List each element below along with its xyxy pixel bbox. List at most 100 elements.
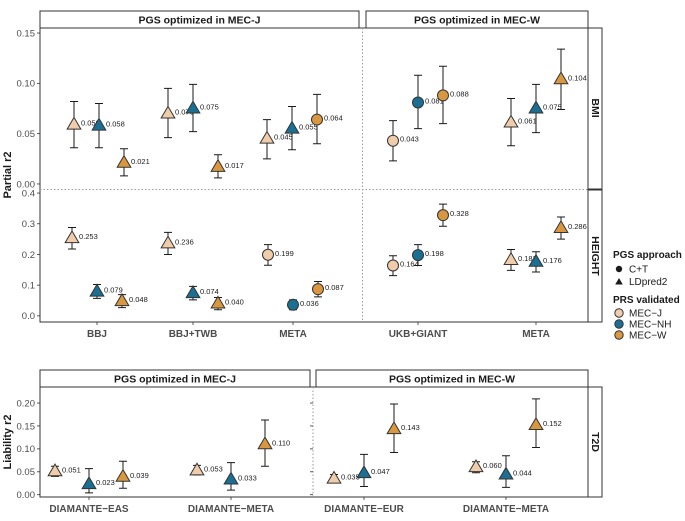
- data-label: 0.070: [175, 108, 194, 117]
- point-marker: [64, 230, 80, 244]
- data-point-mec-w: 0.088: [437, 65, 469, 125]
- point-marker: [528, 100, 544, 114]
- data-point-mec-w: 0.110: [257, 419, 290, 467]
- data-label: 0.236: [175, 237, 194, 246]
- data-label: 0.079: [104, 286, 123, 295]
- point-marker: [312, 283, 324, 296]
- data-point-mec-j: 0.053: [189, 462, 223, 476]
- point-marker: [89, 283, 105, 297]
- point-marker: [503, 251, 519, 265]
- data-point-mec-nh: 0.047: [356, 453, 390, 487]
- point-marker: [115, 468, 131, 482]
- point-marker: [189, 462, 205, 476]
- y-tick-label: 0.2: [22, 250, 35, 261]
- data-point-mec-w: 0.039: [115, 460, 149, 489]
- data-point-mec-j: 0.059: [66, 100, 100, 149]
- point-marker: [553, 71, 569, 85]
- data-label: 0.035: [341, 473, 360, 482]
- data-point-mec-j: 0.045: [259, 119, 293, 160]
- point-marker: [437, 209, 449, 222]
- legend-label-mec-nh: MEC−NH: [629, 320, 672, 331]
- data-point-mec-j: 0.061: [503, 97, 537, 147]
- strip-right-t2d: T2D: [587, 386, 603, 498]
- strip-title-mec-j-top: PGS optimized in MEC-J: [139, 15, 261, 27]
- data-point-mec-nh: 0.075: [185, 83, 219, 133]
- data-point-mec-nh: 0.036: [287, 298, 319, 311]
- data-label: 0.199: [275, 249, 294, 258]
- x-tick-label: BBJ+TWB: [169, 329, 218, 340]
- data-label: 0.036: [300, 299, 319, 308]
- strip-title-mec-w-bottom: PGS optimized in MEC-W: [389, 374, 515, 386]
- data-point-mec-j: 0.043: [387, 120, 419, 162]
- point-marker: [503, 114, 519, 128]
- y-tick-label: 0.15: [17, 421, 36, 432]
- data-point-mec-w: 0.328: [437, 203, 469, 227]
- point-marker: [553, 219, 569, 234]
- point-marker: [210, 295, 226, 309]
- data-label: 0.039: [130, 471, 149, 480]
- y-tick-label: 0.0: [22, 311, 35, 322]
- data-marks: 0.059 0.058 0.021 0.070 0.075 0.017 0.045 0.055…: [47, 48, 587, 494]
- data-label: 0.058: [106, 120, 125, 129]
- legend-title-approach: PGS approach: [613, 250, 682, 261]
- data-label: 0.176: [543, 256, 562, 265]
- data-point-mec-j: 0.199: [262, 244, 294, 266]
- data-label: 0.328: [450, 209, 469, 218]
- point-marker: [210, 158, 226, 172]
- y-tick-label: 0.4: [22, 188, 35, 199]
- y-tick-label: 0.05: [17, 467, 36, 478]
- x-tick-label: UKB+GIANT: [389, 329, 448, 340]
- legend-label-mec-w: MEC−W: [629, 331, 667, 342]
- data-label: 0.081: [425, 96, 444, 105]
- data-label: 0.074: [200, 287, 219, 296]
- y-tick-label: 0.00: [17, 490, 36, 501]
- strip-label-height: HEIGHT: [589, 236, 601, 276]
- point-marker: [326, 470, 342, 484]
- strip-label-t2d: T2D: [589, 432, 601, 452]
- strip-top-left: PGS optimized in MEC-J: [39, 10, 360, 29]
- x-tick-label: DIAMANTE−META: [463, 504, 549, 515]
- data-label: 0.044: [513, 469, 532, 478]
- strip-right-height: HEIGHT: [587, 189, 603, 323]
- y-tick-label: 0.15: [17, 28, 36, 39]
- data-label: 0.047: [371, 467, 390, 476]
- y-tick-label: 0.05: [17, 129, 36, 140]
- point-marker: [116, 154, 132, 168]
- data-label: 0.088: [450, 89, 469, 98]
- point-marker: [114, 292, 130, 307]
- point-marker: [259, 130, 275, 144]
- point-marker: [81, 475, 97, 490]
- data-label: 0.253: [79, 232, 98, 241]
- point-marker: [160, 105, 176, 119]
- data-label: 0.064: [324, 114, 343, 123]
- legend-swatch-mec-j: [614, 308, 624, 318]
- strip-top-right: PGS optimized in MEC-W: [365, 10, 589, 29]
- point-marker: [498, 466, 514, 480]
- strip-title-mec-j-bottom: PGS optimized in MEC-J: [114, 374, 236, 386]
- data-label: 0.055: [299, 123, 318, 132]
- x-tick-label: META: [522, 329, 550, 340]
- data-label: 0.051: [62, 465, 81, 474]
- point-marker: [185, 100, 201, 114]
- data-label: 0.075: [200, 103, 219, 112]
- point-marker: [528, 253, 544, 267]
- legend-title-validated: PRS validated: [613, 295, 680, 306]
- strip-bottom-left: PGS optimized in MEC-J: [39, 369, 311, 388]
- data-label: 0.182: [518, 254, 537, 263]
- legend-label-ct: C+T: [629, 265, 648, 276]
- data-point-mec-w: 0.286: [553, 216, 587, 240]
- point-marker: [412, 96, 424, 109]
- data-point-mec-nh: 0.044: [498, 455, 532, 488]
- legend-swatch-mec-nh: [614, 319, 624, 329]
- point-marker: [356, 464, 372, 479]
- legend-label-mec-j: MEC−J: [629, 309, 662, 320]
- data-label: 0.017: [225, 161, 244, 170]
- y-tick-label: 0.3: [22, 219, 35, 230]
- data-point-mec-j: 0.051: [47, 463, 81, 477]
- data-label: 0.043: [400, 135, 419, 144]
- data-label: 0.164: [400, 260, 419, 269]
- strip-right-bmi: BMI: [587, 27, 603, 190]
- strip-label-bmi: BMI: [589, 98, 601, 117]
- point-marker: [91, 117, 107, 131]
- point-marker: [66, 116, 82, 130]
